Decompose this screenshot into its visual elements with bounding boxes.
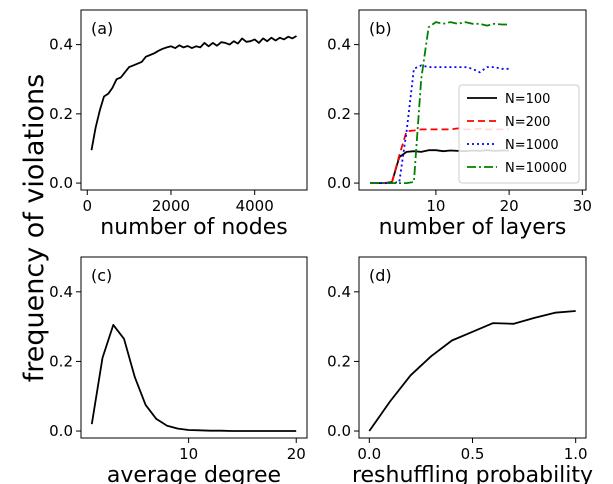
x-tick-label: 10 — [179, 445, 198, 463]
x-axis-label: number of layers — [379, 215, 567, 240]
x-axis-label: average degree — [107, 463, 281, 484]
series-line-0 — [90, 323, 297, 432]
y-tick-label: 0.4 — [49, 283, 73, 301]
x-tick-label: 4000 — [236, 197, 274, 215]
x-tick-label: 0.5 — [461, 445, 485, 463]
x-tick-label: 20 — [500, 197, 519, 215]
panel-0: 0 2000 4000 0.0 0.2 0.4 (a) number of nodes — [49, 9, 308, 240]
figure-ylabel: frequency of violations — [19, 74, 50, 382]
series-line-0 — [368, 310, 576, 432]
plot-frame — [358, 256, 587, 439]
panel-3: 0.0 0.5 1.0 0.0 0.2 0.4 (d) reshuffling probabi… — [327, 256, 593, 484]
x-axis-label: number of nodes — [100, 215, 287, 240]
panel-2: 10 20 0.0 0.2 0.4 (c) average degree — [49, 256, 308, 484]
series-line-3 — [370, 21, 510, 185]
x-tick-label: 0 — [83, 197, 93, 215]
legend: N=100 N=200 N=1000 N=10000 — [458, 84, 580, 184]
x-tick-label: 10 — [426, 197, 445, 215]
x-tick-label: 30 — [573, 197, 592, 215]
series-line-0 — [90, 35, 297, 151]
y-tick-label: 0.0 — [49, 422, 73, 440]
legend-entry: N=200 — [505, 115, 550, 130]
x-axis-label: reshuffling probability — [352, 463, 593, 484]
legend-box — [458, 84, 580, 184]
plot-frame — [358, 9, 587, 191]
x-tick-label: 1.0 — [564, 445, 588, 463]
plot-frame — [80, 9, 308, 191]
y-tick-label: 0.4 — [49, 36, 73, 54]
y-tick-label: 0.0 — [49, 174, 73, 192]
plot-frame — [80, 256, 308, 439]
panel-label: (c) — [91, 266, 112, 285]
y-tick-label: 0.4 — [327, 36, 351, 54]
x-tick-label: 20 — [287, 445, 306, 463]
y-tick-label: 0.2 — [49, 352, 73, 370]
y-tick-label: 0.2 — [49, 105, 73, 123]
panels: 0 2000 4000 0.0 0.2 0.4 (a) number of nodes 10 20… — [49, 9, 593, 484]
panel-label: (a) — [91, 19, 113, 38]
y-tick-label: 0.4 — [327, 283, 351, 301]
x-tick-label: 0.0 — [357, 445, 381, 463]
panel-label: (d) — [369, 266, 392, 285]
y-tick-label: 0.2 — [327, 105, 351, 123]
legend-entry: N=10000 — [505, 161, 567, 176]
panel-1: 10 20 300.00.20.4(b)number of layersN=100N… — [327, 9, 592, 240]
y-tick-label: 0.2 — [327, 352, 351, 370]
legend-entry: N=1000 — [505, 138, 559, 153]
panel-label: (b) — [369, 19, 392, 38]
y-tick-label: 0.0 — [327, 422, 351, 440]
x-tick-label: 2000 — [152, 197, 190, 215]
y-tick-label: 0.0 — [327, 174, 351, 192]
legend-entry: N=100 — [505, 92, 550, 107]
series-line-2 — [370, 64, 510, 185]
